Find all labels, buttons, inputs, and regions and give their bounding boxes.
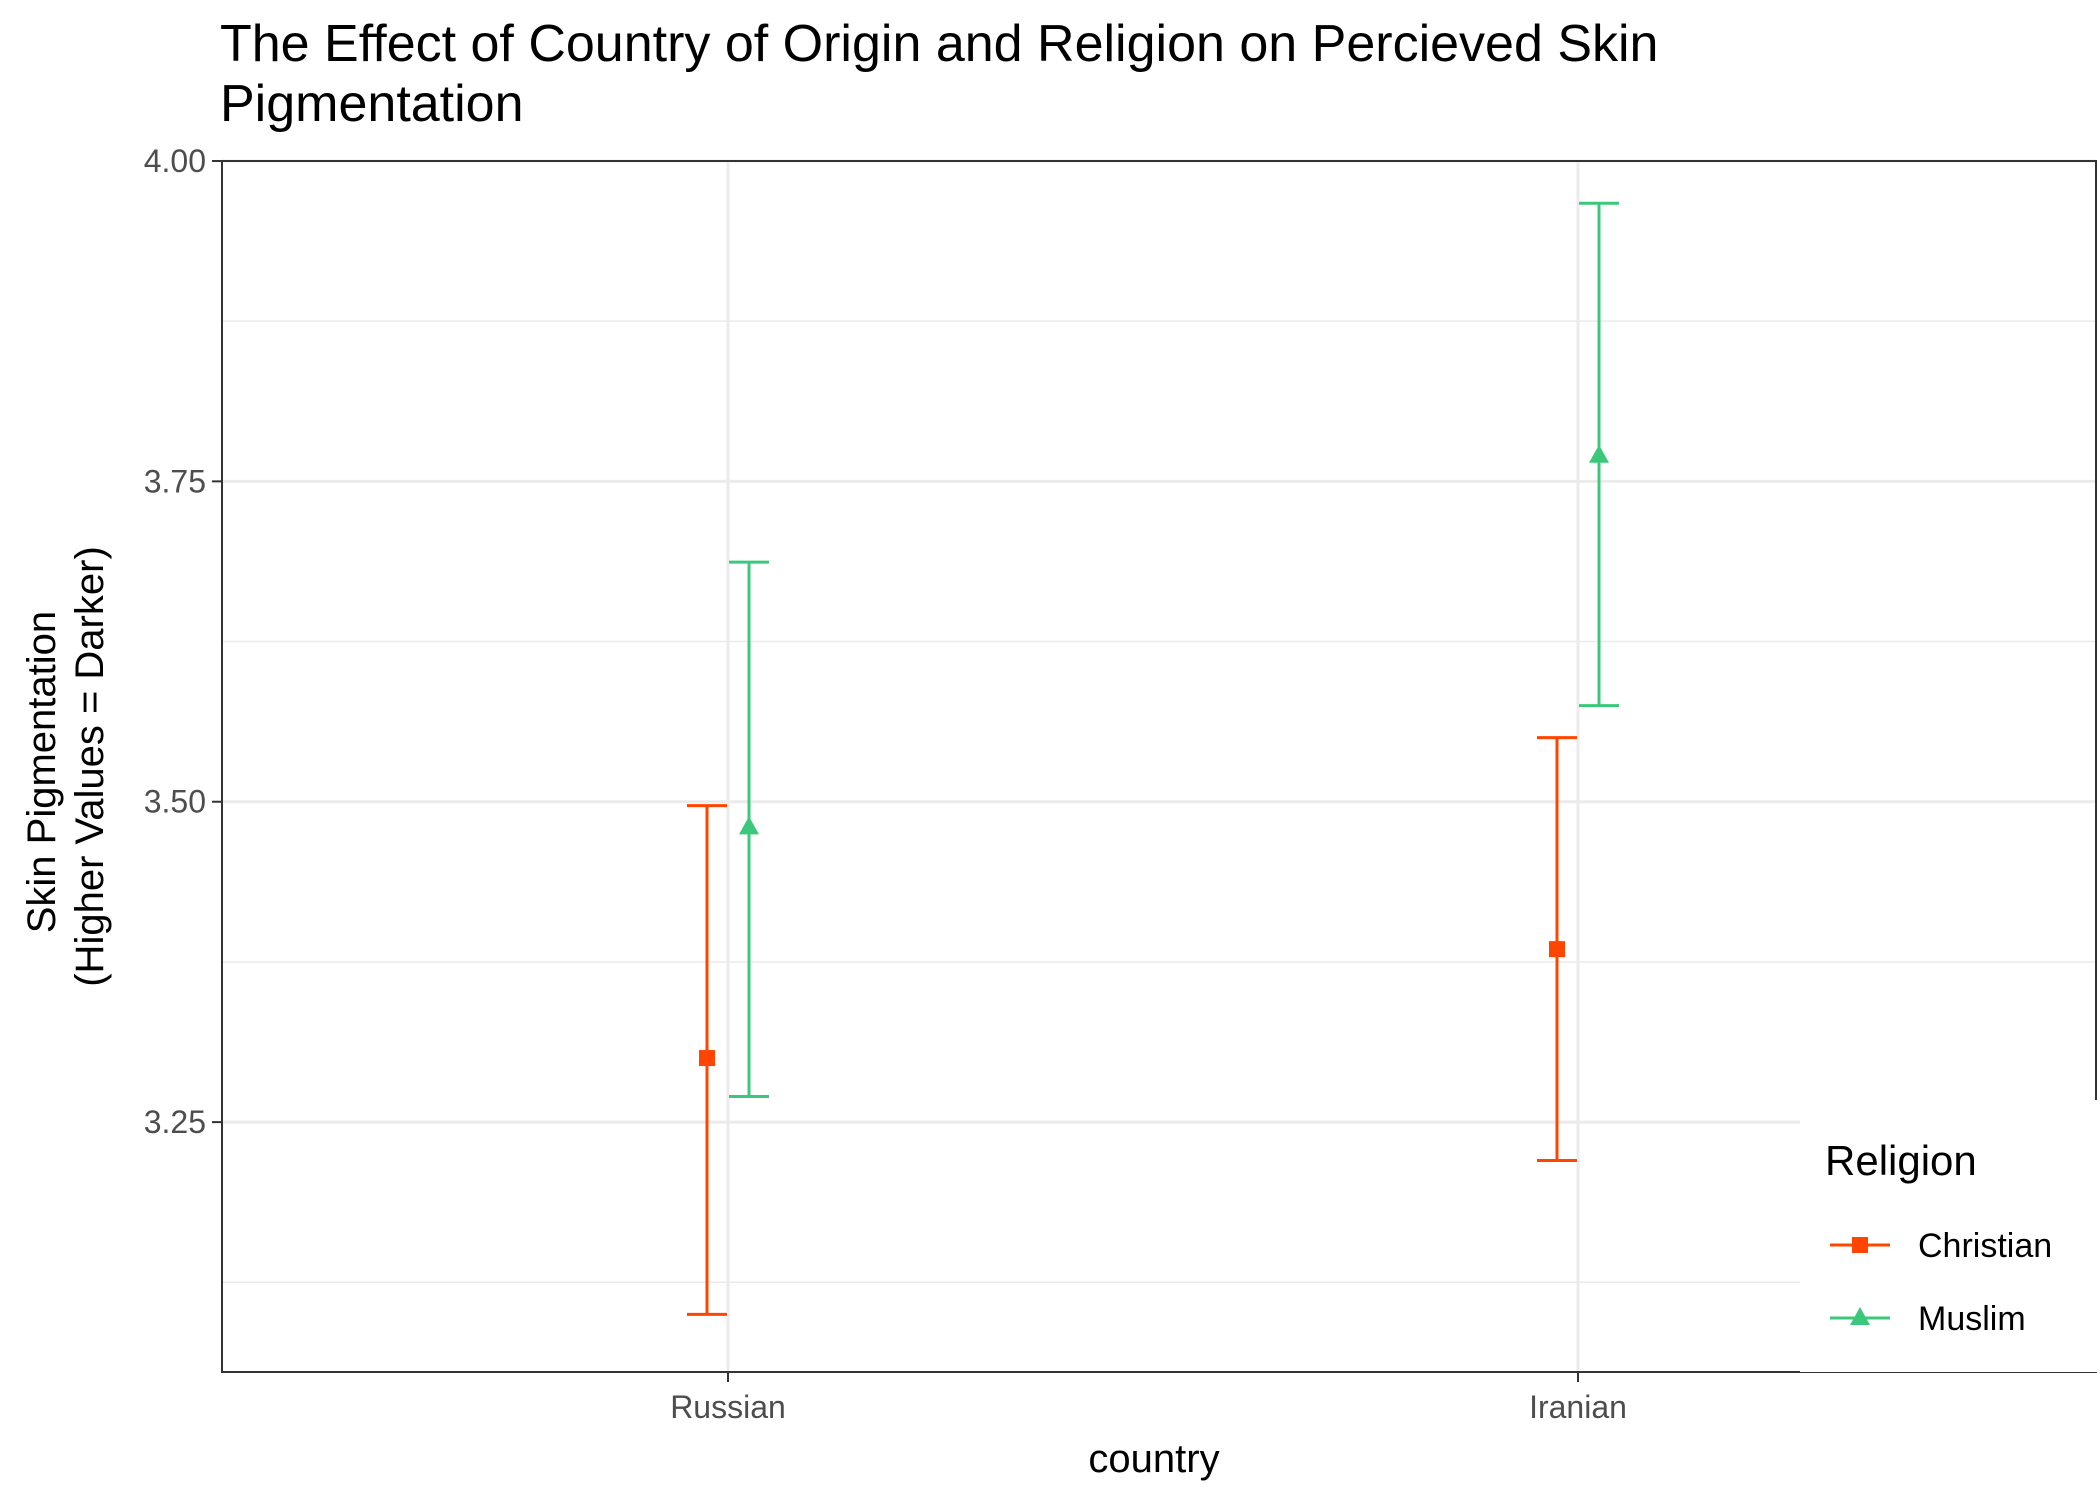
x-axis-title: country [1088,1437,1219,1481]
y-tick-label: 3.50 [144,784,206,820]
legend-key-triangle [1850,1307,1870,1325]
legend: Religion Christian Muslim [1800,1100,2097,1372]
y-tick-label: 3.75 [144,463,206,499]
y-tick-label: 3.25 [144,1104,206,1140]
y-axis-title-line-2: (Higher Values = Darker) [68,546,112,987]
chart-title-line-1: The Effect of Country of Origin and Reli… [220,15,1659,73]
chart-title: The Effect of Country of Origin and Reli… [220,14,1920,134]
data-point-square [1549,941,1565,958]
x-tick-label: Iranian [1529,1389,1627,1425]
plot-marks [687,201,1619,1316]
data-point-triangle [1589,444,1609,463]
series-christian [687,736,1577,1316]
legend-item-christian: Christian [1830,1227,2052,1265]
series-muslim [729,201,1619,1098]
legend-key-square [1852,1237,1868,1253]
x-tick-label: Russian [670,1389,786,1425]
panel-border [221,160,2097,1373]
y-axis-title-line-1: Skin Pigmentation [20,611,64,933]
legend-label: Muslim [1918,1300,2026,1338]
legend-item-muslim: Muslim [1830,1300,2026,1338]
axes: 3.25 3.50 3.75 4.00 Russian Iranian [144,143,1627,1425]
y-tick-label: 4.00 [144,143,206,179]
data-point-square [699,1050,715,1067]
data-point-triangle [739,816,759,835]
y-axis-title: Skin Pigmentation (Higher Values = Darke… [20,546,112,987]
chart-title-line-2: Pigmentation [220,75,524,133]
legend-label: Christian [1918,1227,2052,1265]
legend-box [1800,1100,2097,1372]
legend-title: Religion [1825,1137,1977,1184]
